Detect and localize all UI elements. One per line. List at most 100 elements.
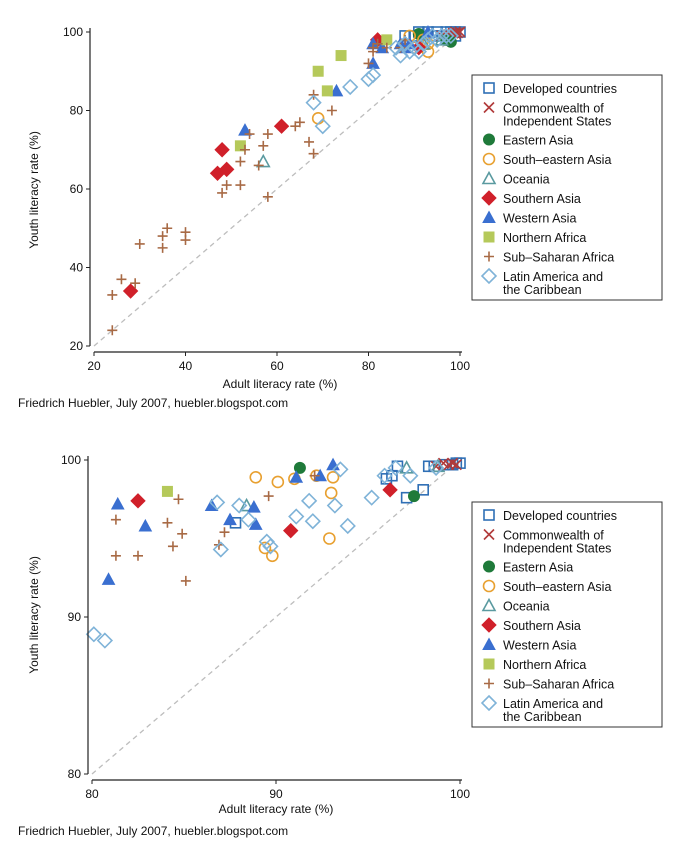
legend-marker-subsaharan [484, 251, 494, 262]
legend-label: Northern Africa [503, 658, 586, 672]
y-tick-label: 20 [70, 339, 84, 353]
data-point-western_asia [110, 496, 125, 510]
data-point-latin_america [364, 67, 382, 84]
data-point-latin_america [305, 94, 322, 111]
legend-item-southern_asia: Southern Asia [481, 190, 581, 206]
legend-label: Southern Asia [503, 192, 581, 206]
data-point-southeastern_asia [271, 475, 285, 489]
data-point-subsaharan [258, 140, 269, 151]
data-point-subsaharan [180, 227, 191, 238]
legend-item-eastern_asia: Eastern Asia [483, 560, 573, 575]
data-point-cis [447, 457, 459, 469]
legend-label: Developed countries [503, 509, 617, 523]
data-point-southern_asia [382, 482, 398, 498]
legend-label: Eastern Asia [503, 134, 573, 148]
data-point-oceania [255, 153, 271, 168]
data-point-southeastern_asia [258, 541, 272, 555]
data-point-latin_america [240, 511, 257, 528]
data-point-subsaharan [244, 129, 255, 140]
data-point-subsaharan [326, 105, 337, 116]
legend-label: Western Asia [503, 212, 576, 226]
data-point-subsaharan [110, 550, 121, 561]
data-point-southern_asia [130, 493, 146, 509]
data-point-latin_america [326, 497, 344, 514]
legend-label: Independent States [503, 542, 611, 556]
legend-marker-southeastern_asia [482, 152, 496, 166]
legend-marker-western_asia [482, 637, 496, 650]
x-tick-label: 20 [87, 359, 101, 373]
legend-marker-oceania [481, 597, 497, 612]
data-point-western_asia [247, 500, 261, 513]
data-point-latin_america [314, 118, 331, 135]
data-point-developed [417, 484, 430, 496]
y-tick-label: 80 [68, 767, 82, 781]
data-point-developed [446, 458, 459, 471]
data-point-latin_america [208, 494, 226, 511]
legend-item-eastern_asia: Eastern Asia [483, 133, 573, 148]
data-point-latin_america [363, 489, 380, 506]
legend-label: Commonwealth of [503, 102, 604, 116]
data-point-latin_america [212, 541, 229, 558]
axes: 20 40 60 80 100 20 40 60 80 100 [63, 25, 470, 373]
legend-marker-cis [483, 101, 495, 114]
legend-label: Developed countries [503, 82, 617, 96]
data-point-subsaharan [221, 180, 232, 191]
x-tick-label: 40 [179, 359, 193, 373]
data-point-subsaharan [177, 528, 188, 539]
data-point-latin_america [304, 513, 321, 530]
data-point-latin_america [387, 459, 404, 476]
y-tick-label: 100 [63, 25, 83, 39]
axes: 80 90 100 80 90 100 [61, 453, 470, 801]
data-point-subsaharan [107, 325, 118, 336]
data-point-latin_america [360, 70, 377, 88]
data-point-subsaharan [130, 278, 141, 289]
data-point-latin_america [427, 459, 445, 476]
legend-item-subsaharan: Sub–Saharan Africa [484, 678, 614, 692]
data-point-oceania [239, 497, 254, 512]
data-point-southeastern_asia [266, 549, 279, 563]
legend-item-western_asia: Western Asia [482, 637, 576, 653]
data-point-southern_asia [122, 283, 139, 299]
credit-line: Friedrich Huebler, July 2007, huebler.bl… [18, 824, 288, 838]
data-point-subsaharan [157, 231, 168, 242]
legend-label: Latin America and [503, 697, 603, 711]
data-point-southern_asia [273, 118, 290, 134]
data-point-western_asia [329, 83, 344, 97]
x-tick-label: 90 [269, 787, 283, 801]
data-point-western_asia [138, 518, 153, 532]
legend-label: South–eastern Asia [503, 153, 611, 167]
legend-marker-developed [483, 509, 495, 521]
data-point-cis [452, 27, 464, 39]
data-point-subsaharan [107, 289, 118, 300]
reference-line [91, 459, 461, 775]
scatter-panel-zoomed-range: 80 90 100 80 90 100 Adult literacy rate (%) Y… [18, 453, 663, 838]
data-point-subsaharan [219, 527, 230, 538]
data-point-northern_africa [321, 85, 333, 97]
legend-marker-subsaharan [484, 678, 494, 689]
data-points [85, 457, 466, 649]
x-axis-label: Adult literacy rate (%) [223, 377, 338, 391]
data-point-subsaharan [363, 58, 374, 69]
data-point-southern_asia [283, 522, 299, 539]
data-point-latin_america [262, 538, 279, 555]
x-axis-label: Adult literacy rate (%) [219, 802, 334, 816]
legend-marker-latin_america [480, 694, 498, 712]
data-point-northern_africa [161, 485, 173, 497]
legend-item-oceania: Oceania [481, 170, 550, 187]
legend-label: Western Asia [503, 639, 576, 653]
data-point-latin_america [342, 78, 359, 96]
data-point-southeastern_asia [311, 112, 325, 125]
legend-item-developed: Developed countries [483, 509, 617, 523]
reference-line-path [91, 459, 461, 775]
legend-marker-southern_asia [481, 617, 497, 633]
data-point-subsaharan [308, 148, 319, 159]
data-point-subsaharan [157, 242, 168, 253]
data-point-latin_america [332, 461, 349, 478]
y-tick-label: 40 [70, 261, 84, 275]
legend-label: Sub–Saharan Africa [503, 678, 614, 692]
data-point-northern_africa [312, 65, 324, 77]
data-point-subsaharan [381, 42, 392, 53]
data-point-subsaharan [162, 223, 173, 234]
